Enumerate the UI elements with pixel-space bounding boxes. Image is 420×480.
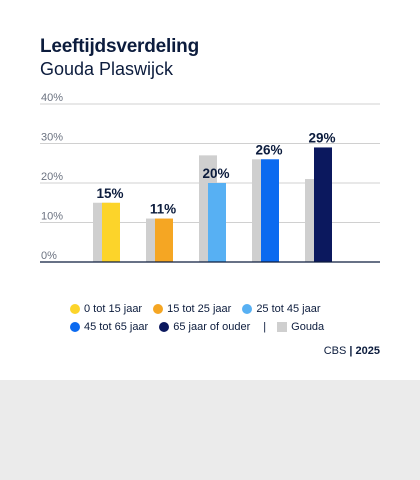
data-bar	[155, 218, 173, 262]
source-org: CBS	[323, 345, 347, 357]
legend-item-65-plus: 65 jaar of ouder	[159, 321, 250, 333]
legend-label-65-plus: 65 jaar of ouder	[173, 321, 251, 333]
data-bar	[208, 183, 226, 262]
chart-subtitle: Gouda Plaswijck	[40, 59, 174, 79]
legend-label-45-65: 45 tot 65 jaar	[84, 321, 149, 333]
data-bar	[314, 147, 332, 262]
data-label: 29%	[308, 130, 335, 145]
legend-item-45-65: 45 tot 65 jaar	[70, 321, 148, 333]
legend-swatch-gouda	[277, 322, 288, 332]
legend-label-25-45: 25 tot 45 jaar	[256, 303, 321, 315]
chart-title: Leeftijdsverdeling	[40, 36, 199, 57]
legend-row-2: 45 tot 65 jaar 65 jaar of ouder | Gouda	[70, 318, 390, 336]
legend-swatch-45-65	[70, 322, 80, 332]
legend-item-15-25: 15 tot 25 jaar	[153, 303, 231, 315]
legend-label-0-15: 0 tot 15 jaar	[84, 303, 143, 315]
legend-separator: |	[263, 321, 267, 333]
data-label: 26%	[255, 142, 282, 157]
y-tick-label: 40%	[41, 92, 63, 104]
legend-label-gouda: Gouda	[291, 321, 325, 333]
chart-legend: 0 tot 15 jaar 15 tot 25 jaar 25 tot 45 j…	[70, 300, 390, 336]
y-tick-label: 30%	[41, 132, 63, 144]
data-label: 15%	[96, 186, 123, 201]
bar-chart: 0% 10% 20% 30% 40% 15% 11% 20% 26% 29%	[40, 92, 380, 263]
data-bar	[261, 159, 279, 262]
legend-swatch-25-45	[242, 304, 253, 314]
legend-row-1: 0 tot 15 jaar 15 tot 25 jaar 25 tot 45 j…	[70, 300, 390, 318]
data-label: 11%	[150, 202, 176, 217]
y-tick-label: 0%	[41, 250, 57, 262]
legend-item-gouda: Gouda	[277, 321, 324, 333]
legend-label-15-25: 15 tot 25 jaar	[167, 303, 232, 315]
y-tick-label: 20%	[41, 171, 63, 183]
data-label: 20%	[202, 166, 229, 181]
legend-swatch-65-plus	[159, 322, 170, 332]
source-separator: |	[349, 345, 353, 357]
source-year: 2025	[355, 345, 380, 357]
y-tick-label: 10%	[41, 211, 63, 223]
legend-item-0-15: 0 tot 15 jaar	[70, 303, 142, 315]
source-credit: CBS | 2025	[324, 345, 380, 357]
data-bar	[102, 202, 120, 262]
legend-item-25-45: 25 tot 45 jaar	[242, 303, 321, 315]
chart-card: Leeftijdsverdeling Gouda Plaswijck 0% 10%…	[0, 0, 420, 380]
legend-swatch-15-25	[153, 304, 164, 314]
legend-swatch-0-15	[70, 304, 80, 314]
